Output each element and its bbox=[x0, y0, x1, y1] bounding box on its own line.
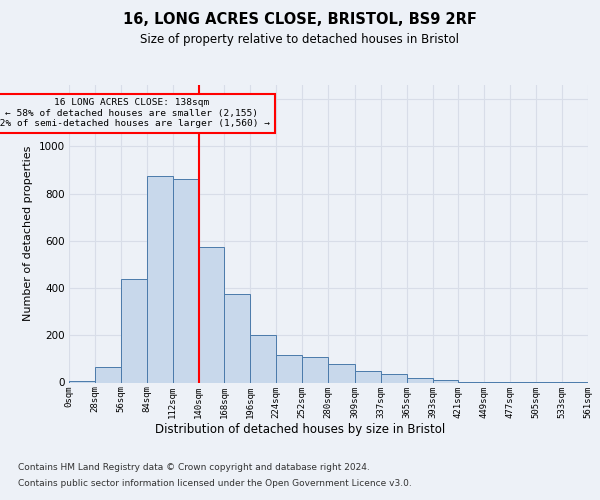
Bar bbox=[147, 176, 173, 382]
Bar bbox=[276, 356, 302, 382]
Text: Size of property relative to detached houses in Bristol: Size of property relative to detached ho… bbox=[140, 32, 460, 46]
Bar bbox=[121, 278, 147, 382]
Bar bbox=[69, 380, 95, 382]
Bar bbox=[355, 370, 381, 382]
Text: Contains public sector information licensed under the Open Government Licence v3: Contains public sector information licen… bbox=[18, 478, 412, 488]
Bar bbox=[173, 180, 199, 382]
Bar bbox=[95, 367, 121, 382]
Bar bbox=[250, 336, 276, 382]
Bar bbox=[302, 356, 328, 382]
Text: 16 LONG ACRES CLOSE: 138sqm
← 58% of detached houses are smaller (2,155)
42% of : 16 LONG ACRES CLOSE: 138sqm ← 58% of det… bbox=[0, 98, 270, 128]
Bar bbox=[381, 374, 407, 382]
Bar bbox=[433, 380, 458, 382]
Bar bbox=[224, 294, 250, 382]
Text: Distribution of detached houses by size in Bristol: Distribution of detached houses by size … bbox=[155, 422, 445, 436]
Text: Contains HM Land Registry data © Crown copyright and database right 2024.: Contains HM Land Registry data © Crown c… bbox=[18, 464, 370, 472]
Bar bbox=[407, 378, 433, 382]
Text: 16, LONG ACRES CLOSE, BRISTOL, BS9 2RF: 16, LONG ACRES CLOSE, BRISTOL, BS9 2RF bbox=[123, 12, 477, 28]
Bar bbox=[199, 246, 224, 382]
Bar bbox=[328, 364, 355, 382]
Y-axis label: Number of detached properties: Number of detached properties bbox=[23, 146, 33, 322]
